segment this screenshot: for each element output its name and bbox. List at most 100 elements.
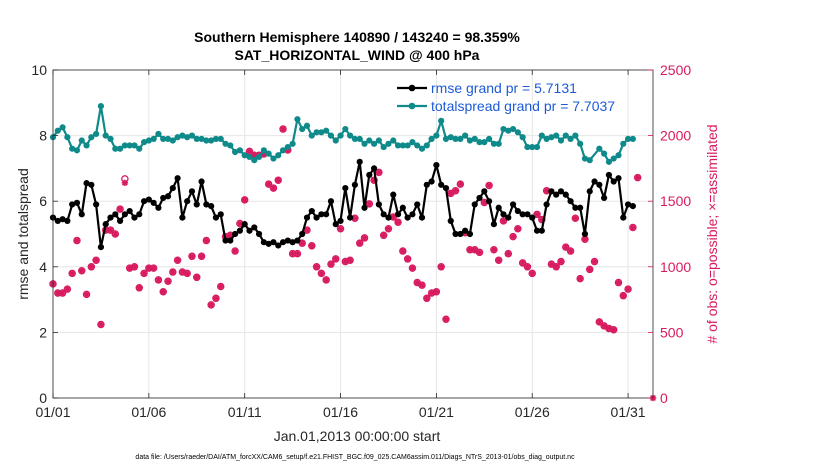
x-tick-label: 01/26 — [515, 404, 550, 420]
obs-assimilated-point — [299, 239, 306, 247]
obs-assimilated-point — [476, 249, 483, 256]
obs-assimilated-point — [136, 284, 143, 291]
obs-assimilated-point — [572, 215, 579, 222]
totalspread-point — [442, 135, 450, 142]
totalspread-point — [270, 155, 277, 162]
rmse-point — [275, 242, 282, 249]
obs-assimilated-point — [399, 247, 407, 255]
obs-assimilated-point — [447, 190, 454, 197]
rmse-point — [294, 237, 301, 244]
rmse-point — [107, 214, 114, 221]
star-stroke — [270, 185, 277, 192]
rmse-point — [529, 214, 536, 221]
obs-assimilated-point — [485, 182, 493, 189]
obs-assimilated-point — [131, 263, 138, 270]
totalspread-point — [313, 129, 320, 136]
rmse-point — [572, 204, 579, 211]
rmse-point — [246, 227, 253, 234]
star-stroke — [404, 255, 411, 262]
rmse-point — [342, 184, 349, 192]
totalspread-point — [208, 137, 215, 144]
y2-tick-label: 1000 — [660, 259, 691, 275]
rmse-point — [471, 201, 478, 208]
obs-assimilated-point — [620, 292, 627, 299]
star-stroke — [174, 257, 181, 264]
totalspread-point — [500, 125, 507, 133]
rmse-point — [423, 181, 430, 188]
totalspread-point — [327, 132, 335, 139]
x-tick-label: 01/11 — [228, 404, 262, 420]
star-stroke — [591, 258, 598, 265]
rmse-point — [289, 239, 296, 246]
star-stroke — [208, 301, 215, 308]
obs-assimilated-point — [442, 316, 450, 323]
totalspread-point — [624, 135, 632, 142]
x-tick-label: 01/21 — [419, 404, 454, 420]
rmse-point — [203, 201, 210, 208]
rmse-point — [605, 171, 613, 179]
rmse-point — [610, 178, 617, 185]
obs-assimilated-point — [169, 268, 177, 276]
rmse-point — [64, 217, 71, 224]
rmse-point — [481, 188, 488, 195]
obs-assimilated-point — [610, 326, 617, 333]
star-stroke — [481, 199, 488, 206]
obs-series — [49, 125, 657, 402]
totalspread-point — [88, 134, 95, 141]
star-stroke — [251, 152, 258, 159]
obs-assimilated-point — [88, 263, 95, 270]
star-stroke — [495, 257, 502, 264]
star-stroke — [280, 126, 286, 133]
totalspread-point — [323, 127, 330, 134]
rmse-point — [394, 211, 402, 218]
x-tick-label: 01/16 — [323, 404, 358, 420]
star-stroke — [399, 248, 406, 255]
totalspread-point — [481, 139, 488, 146]
totalspread-point — [54, 127, 61, 134]
totalspread-point — [294, 116, 301, 123]
star-stroke — [73, 237, 80, 244]
rmse-point — [323, 211, 330, 218]
totalspread-point — [308, 132, 315, 139]
obs-assimilated-point — [548, 260, 555, 268]
star-stroke — [141, 270, 148, 277]
totalspread-point — [198, 135, 205, 142]
totalspread-point — [529, 143, 536, 151]
star-stroke — [241, 196, 248, 203]
rmse-point — [375, 201, 382, 208]
totalspread-point — [385, 140, 392, 147]
obs-assimilated-point — [605, 325, 613, 332]
obs-assimilated-point — [552, 263, 560, 270]
totalspread-point — [538, 132, 545, 139]
totalspread-point — [505, 127, 512, 134]
obs-assimilated-point — [308, 242, 315, 250]
obs-assimilated-point — [78, 267, 85, 274]
totalspread-point — [241, 152, 248, 159]
rmse-point — [155, 204, 162, 211]
totalspread-point — [222, 140, 229, 147]
star-stroke — [327, 261, 334, 268]
obs-assimilated-point — [361, 234, 368, 242]
totalspread-point — [236, 147, 244, 154]
obs-assimilated-point — [524, 263, 531, 270]
star-stroke — [246, 148, 253, 155]
rmse-point — [596, 181, 603, 188]
star-stroke — [443, 316, 449, 323]
rmse-point — [370, 165, 378, 172]
totalspread-point — [620, 140, 627, 147]
legend-spread-marker — [408, 102, 416, 110]
obs-assimilated-point — [313, 263, 320, 270]
rmse-point — [145, 196, 152, 203]
star-stroke — [83, 291, 90, 298]
rmse-point — [198, 178, 205, 185]
rmse-point — [404, 214, 411, 221]
totalspread-point — [577, 140, 584, 147]
star-stroke — [304, 227, 310, 234]
totalspread-point — [601, 150, 608, 157]
totalspread-point — [275, 152, 282, 159]
totalspread-point — [179, 132, 186, 139]
star-stroke — [318, 270, 325, 277]
rmse-point — [318, 211, 325, 218]
rmse-point — [447, 217, 454, 224]
star-stroke — [165, 278, 171, 285]
